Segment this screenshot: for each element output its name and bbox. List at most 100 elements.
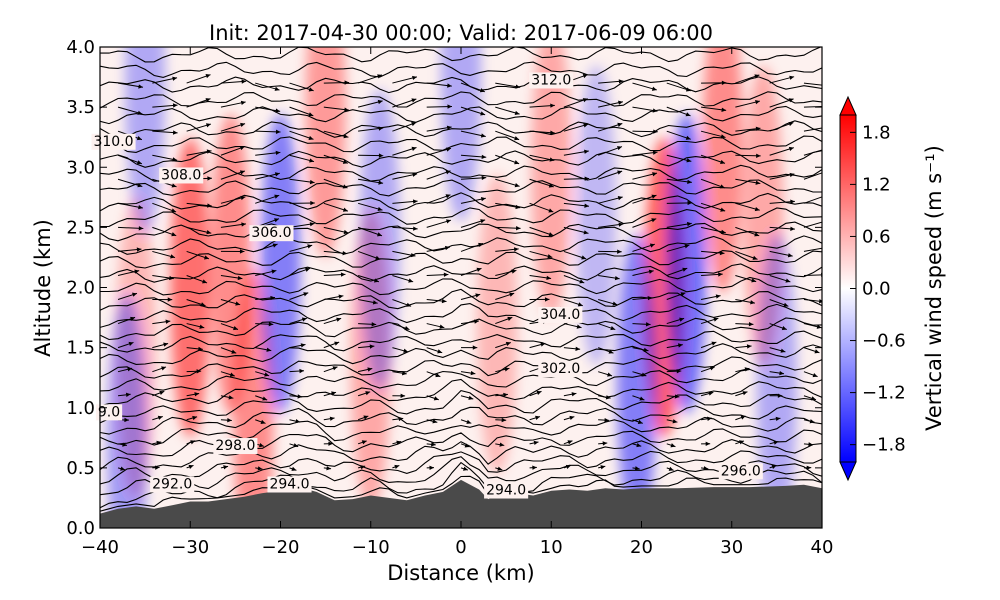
wind-vector-head xyxy=(544,297,550,302)
wind-vector-head xyxy=(372,300,378,305)
wind-vector-head xyxy=(132,292,137,297)
wind-vector-head xyxy=(328,441,333,446)
wind-vector-head xyxy=(652,150,658,155)
wind-vector-head xyxy=(750,300,755,305)
wind-vector-head xyxy=(514,160,520,165)
wind-vector-head xyxy=(705,441,711,446)
contour-label: 306.0 xyxy=(251,225,291,241)
wind-vector-head xyxy=(136,136,142,141)
wind-vector-head xyxy=(584,149,589,154)
wind-vector-head xyxy=(685,135,691,140)
wind-vector-head xyxy=(604,417,610,423)
wind-vector-head xyxy=(439,324,445,329)
wind-vector-head xyxy=(396,440,402,445)
x-tick-label: −30 xyxy=(171,537,209,558)
wind-vector-head xyxy=(546,275,552,281)
wind-vector-head xyxy=(260,419,266,424)
wind-vector-head xyxy=(365,391,371,396)
y-tick-label: 2.5 xyxy=(66,217,95,238)
x-tick-label: 30 xyxy=(720,537,743,558)
wind-vector-head xyxy=(755,100,760,105)
wind-vector-head xyxy=(499,442,505,447)
wind-vector-head xyxy=(581,255,587,260)
y-tick-label: 1.0 xyxy=(66,398,95,419)
wind-vector-head xyxy=(137,183,143,188)
downdraft-cell xyxy=(666,113,707,414)
wind-vector-head xyxy=(720,134,726,139)
contour-label-background xyxy=(529,72,574,89)
wind-vector-head xyxy=(788,122,794,127)
wind-vector-head xyxy=(636,442,642,448)
wind-vector-head xyxy=(172,76,178,81)
wind-vector-head xyxy=(432,419,438,424)
wind-vector-head xyxy=(651,86,657,91)
wind-vector-head xyxy=(672,419,678,424)
wind-vector xyxy=(803,127,822,132)
isentrope-line xyxy=(100,461,822,509)
wind-vector-head xyxy=(138,226,144,231)
wind-vector-head xyxy=(410,252,416,258)
wind-vector-head xyxy=(344,107,349,112)
wind-vector-head xyxy=(137,110,143,115)
wind-vector-head xyxy=(200,302,206,307)
wind-vector-head xyxy=(172,130,178,135)
wind-vector-head xyxy=(444,245,450,251)
wind-vector-head xyxy=(344,80,350,85)
wind-vector-head xyxy=(808,442,814,447)
wind-vector xyxy=(803,221,822,228)
wind-vector-head xyxy=(703,466,709,471)
wind-vector-head xyxy=(540,342,546,347)
wind-vector-head xyxy=(463,466,468,471)
wind-vector-head xyxy=(343,134,349,139)
isentrope-line xyxy=(100,105,822,125)
wind-vector-head xyxy=(157,415,163,420)
wind-vector-head xyxy=(549,157,555,162)
wind-vector-head xyxy=(811,396,817,401)
colorbar-tick-label: 0.6 xyxy=(862,226,891,247)
wind-vector-head xyxy=(785,278,791,283)
isentrope-line xyxy=(100,263,822,283)
wind-vector-head xyxy=(433,396,439,401)
contour-label-background xyxy=(95,404,123,421)
updraft-cell xyxy=(531,47,572,318)
wind-vector-head xyxy=(309,222,315,227)
x-tick-label: −40 xyxy=(81,537,119,558)
wind-vector-head xyxy=(138,84,144,89)
wind-vector-head xyxy=(480,133,486,138)
wind-vector-head xyxy=(239,170,245,175)
wind-vector-head xyxy=(771,464,777,470)
wind-vector-head xyxy=(443,272,449,277)
isentrope-line xyxy=(100,330,822,353)
wind-vector-head xyxy=(394,464,400,470)
wind-vector-head xyxy=(711,341,717,346)
y-tick-label: 0.5 xyxy=(66,458,95,479)
wind-vector-head xyxy=(378,153,384,158)
wind-vector-head xyxy=(373,278,379,283)
wind-vector-head xyxy=(514,136,520,141)
wind-vector-head xyxy=(576,324,582,329)
y-tick-label: 3.0 xyxy=(66,157,95,178)
wind-vector-head xyxy=(720,207,726,212)
wind-vector-head xyxy=(377,74,383,79)
wind-vector-head xyxy=(515,225,521,231)
wind-vector-head xyxy=(708,391,714,396)
wind-vector-head xyxy=(445,170,451,175)
plot-area xyxy=(100,47,822,528)
wind-vector-head xyxy=(300,343,306,348)
wind-vector-head xyxy=(412,199,418,204)
wind-vector-head xyxy=(401,371,407,376)
wind-vector-head xyxy=(686,221,692,227)
wind-vector-head xyxy=(480,111,486,116)
wind-vector-head xyxy=(481,175,487,181)
wind-vector-head xyxy=(651,194,657,199)
wind-vector-head xyxy=(413,226,418,231)
isentrope-line xyxy=(100,164,822,182)
x-tick-label: −20 xyxy=(262,537,300,558)
contour-label: 294.0 xyxy=(486,483,526,499)
wind-vector-head xyxy=(513,247,519,252)
wind-vector-head xyxy=(447,83,452,88)
isentrope-line xyxy=(100,317,822,341)
updraft-cell xyxy=(170,137,211,438)
wind-vector-head xyxy=(718,272,723,277)
wind-vector-head xyxy=(648,269,654,274)
